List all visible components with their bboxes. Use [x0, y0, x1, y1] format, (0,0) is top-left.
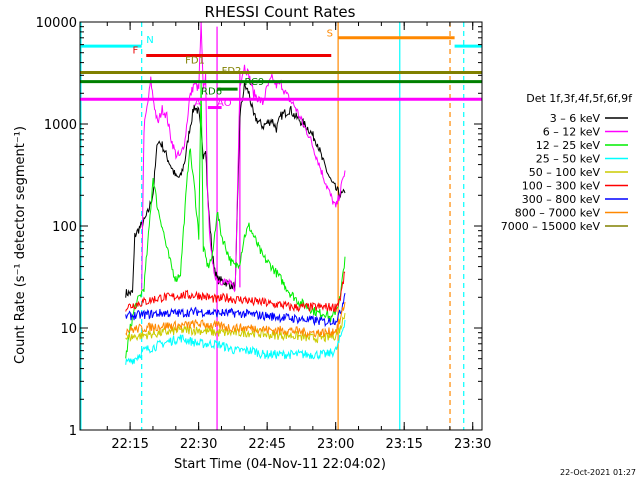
y-tick-label-4: 10000: [36, 16, 77, 31]
legend-label-0: 3 – 6 keV: [550, 112, 601, 125]
series-line-7: [125, 301, 346, 338]
x-axis-label: Start Time (04-Nov-11 22:04:02): [174, 457, 386, 472]
legend-label-5: 100 – 300 keV: [522, 180, 601, 193]
plot-inner: [80, 22, 482, 430]
x-tick-label-5: 23:30: [454, 437, 491, 452]
x-tick-label-4: 23:15: [385, 437, 422, 452]
flag-label-4: RC9: [244, 77, 264, 88]
chart-title: RHESSI Count Rates: [205, 3, 356, 21]
y-tick-label-3: 1000: [44, 118, 77, 133]
y-axis-label: Count Rate (s⁻¹ detector segment⁻¹): [13, 126, 28, 364]
x-tick-label-1: 22:30: [180, 437, 217, 452]
legend-label-8: 7000 – 15000 keV: [501, 220, 601, 233]
x-tick-label-0: 22:15: [111, 437, 148, 452]
legend-label-4: 50 – 100 keV: [529, 166, 601, 179]
y-tick-label-1: 10: [60, 322, 77, 337]
legend-label-1: 6 – 12 keV: [543, 126, 601, 139]
flag-label-8: S: [327, 29, 333, 40]
flag-label-1: F: [133, 46, 139, 57]
flag-label-2: FD1: [185, 56, 205, 67]
flag-label-0: N: [146, 35, 153, 46]
flag-label-3: FD2: [222, 66, 242, 77]
x-tick-label-2: 22:45: [248, 437, 285, 452]
y-tick-label-2: 100: [52, 220, 77, 235]
y-tick-label-0: 1: [69, 424, 77, 439]
series-line-5: [125, 271, 346, 313]
legend-label-6: 300 – 800 keV: [522, 193, 601, 206]
timestamp: 22-Oct-2021 01:27: [560, 468, 636, 477]
legend-label-2: 12 – 25 keV: [536, 139, 601, 152]
flag-label-6: A: [194, 98, 201, 109]
legend-label-3: 25 – 50 keV: [536, 153, 601, 166]
legend-title: Det 1f,3f,4f,5f,6f,9f: [526, 92, 633, 105]
series-line-2: [125, 80, 346, 359]
flag-label-7: AO: [217, 98, 232, 109]
x-tick-label-3: 23:00: [317, 437, 354, 452]
flag-label-5: RD6: [201, 86, 222, 97]
legend-label-7: 800 – 7000 keV: [515, 207, 601, 220]
series-line-6: [125, 292, 346, 328]
series-line-3: [125, 319, 346, 365]
